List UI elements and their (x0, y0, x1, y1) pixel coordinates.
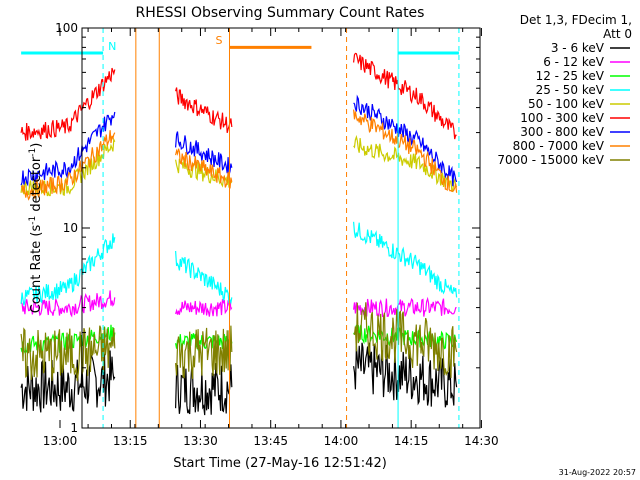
legend-item: 6 - 12 keV (543, 55, 630, 69)
footer-timestamp: 31-Aug-2022 20:57 (559, 468, 636, 477)
series-6 (20, 94, 458, 187)
series-3 (20, 221, 458, 306)
legend-label: 3 - 6 keV (551, 41, 605, 55)
series-line (353, 134, 458, 193)
y-axis: 1 10 100 (55, 21, 480, 435)
x-axis-label: Start Time (27-May-16 12:51:42) (173, 456, 387, 471)
legend-label: 7000 - 15000 keV (497, 153, 604, 167)
chart-title: RHESSI Observing Summary Count Rates (136, 5, 425, 21)
legend-item: 25 - 50 keV (536, 83, 630, 97)
series-line (175, 158, 233, 188)
series-line (20, 350, 116, 413)
series-4 (20, 134, 458, 197)
series-line (353, 109, 458, 193)
legend-label: 300 - 800 keV (520, 125, 604, 139)
legend-item: 3 - 6 keV (551, 41, 630, 55)
y-axis-label-end: ) (29, 143, 44, 148)
series-line (20, 290, 116, 318)
y-tick-label: 10 (63, 221, 78, 235)
series-0 (20, 342, 458, 416)
x-tick-label: 13:00 (43, 434, 78, 448)
legend-label: 25 - 50 keV (536, 83, 605, 97)
series-line (353, 52, 457, 140)
legend-item: 12 - 25 keV (536, 69, 630, 83)
series-5 (20, 52, 457, 141)
x-tick-label: 13:45 (253, 434, 288, 448)
series-line (175, 148, 233, 189)
x-tick-label: 13:30 (183, 434, 218, 448)
series-7 (20, 109, 458, 201)
legend-label: 100 - 300 keV (520, 111, 604, 125)
series-line (175, 250, 233, 305)
x-tick-label: 14:15 (394, 434, 429, 448)
series-line (20, 325, 116, 382)
series-line (175, 363, 233, 416)
y-axis-label: Count Rate (s-1 detector-1) (28, 143, 44, 314)
legend-label: 50 - 100 keV (528, 97, 605, 111)
x-axis: 13:00 13:15 13:30 13:45 14:00 14:15 14:30 (43, 28, 499, 448)
series-line (20, 130, 116, 201)
series-line (20, 111, 116, 187)
legend-item: 100 - 300 keV (520, 111, 630, 125)
series-line (175, 325, 233, 379)
series-line (20, 233, 116, 306)
x-tick-label: 14:00 (324, 434, 359, 448)
legend-label: 800 - 7000 keV (513, 139, 605, 153)
legend-label: 12 - 25 keV (536, 69, 605, 83)
series-8 (20, 302, 458, 382)
legend-item: 300 - 800 keV (520, 125, 630, 139)
y-axis-label-exp2: -1 (28, 148, 38, 157)
legend-header-line1: Det 1,3, FDecim 1, (520, 13, 632, 27)
x-tick-label: 14:30 (464, 434, 499, 448)
y-tick-label: 1 (70, 421, 78, 435)
legend-item: 50 - 100 keV (528, 97, 630, 111)
night-label: N (108, 40, 116, 53)
series-line (353, 342, 458, 408)
series-line (353, 296, 457, 318)
series-line (353, 324, 458, 350)
saa-label: S (215, 34, 222, 47)
legend-header-line2: Att 0 (603, 27, 632, 41)
series-line (20, 67, 116, 141)
legend-item: 7000 - 15000 keV (497, 153, 630, 167)
legend-item: 800 - 7000 keV (513, 139, 630, 153)
series-line (175, 299, 233, 317)
series-1 (20, 290, 457, 318)
y-axis-label-mid: detector (29, 156, 44, 216)
x-tick-label: 13:15 (113, 434, 148, 448)
series-line (175, 131, 233, 176)
series-line (353, 221, 458, 298)
series-line (20, 137, 116, 197)
legend-label: 6 - 12 keV (543, 55, 605, 69)
series-line (353, 302, 458, 379)
y-tick-label: 100 (55, 21, 78, 35)
series-line (175, 87, 233, 133)
y-axis-label-exp1: -1 (28, 216, 38, 225)
